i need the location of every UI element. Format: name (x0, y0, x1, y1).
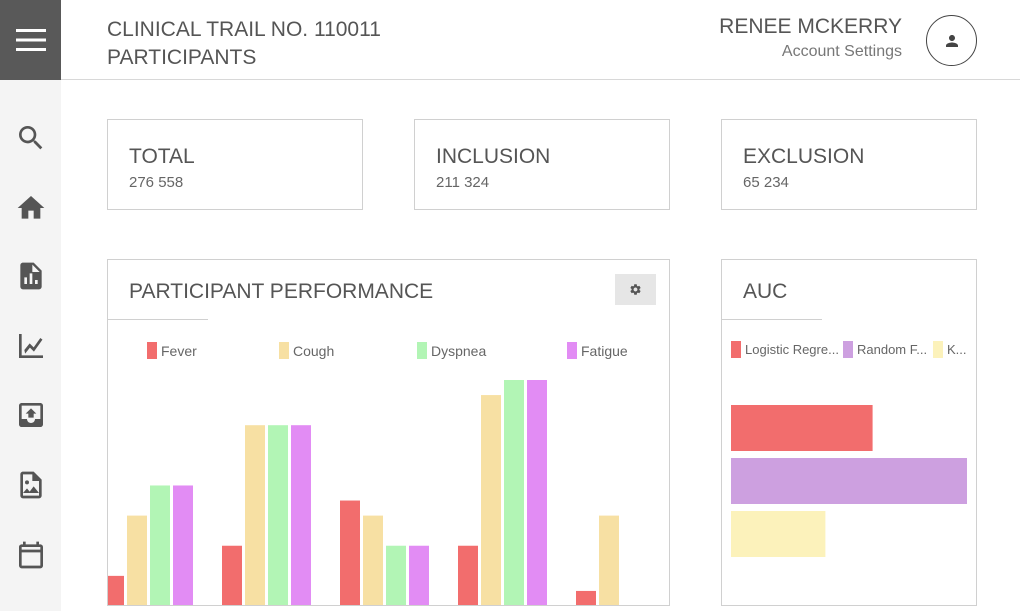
panel-title: PARTICIPANT PERFORMANCE (129, 280, 434, 303)
sidebar-home[interactable] (12, 189, 50, 227)
user-name: RENEE MCKERRY (719, 15, 902, 38)
bar-cough-4 (599, 515, 619, 605)
sidebar-reports[interactable] (12, 257, 50, 295)
performance-bar-chart (108, 380, 619, 605)
legend-swatch (417, 342, 427, 359)
bar-fever-3 (458, 545, 478, 605)
gear-icon (630, 284, 641, 295)
bar-cough-3 (481, 395, 501, 605)
sidebar-upload[interactable] (12, 396, 50, 434)
legend-label: Cough (293, 342, 335, 359)
legend-label: Fatigue (581, 342, 628, 359)
performance-panel: PARTICIPANT PERFORMANCE Fever Cough Dysp… (107, 259, 670, 606)
bar-cough-0 (127, 515, 147, 605)
page-title: CLINICAL TRAIL NO. 110011 PARTICIPANTS (107, 16, 381, 72)
image-file-icon (20, 471, 42, 499)
panel-divider (108, 319, 208, 320)
auc-panel: AUC Logistic Regre... Random F... K... (721, 259, 977, 606)
legend-dyspnea[interactable]: Dyspnea (417, 342, 486, 359)
legend-logistic-regression[interactable]: Logistic Regre... (731, 341, 839, 358)
legend-random-forest[interactable]: Random F... (843, 341, 927, 358)
auc-bar-1 (731, 458, 967, 504)
menu-button[interactable] (0, 0, 61, 80)
user-icon (945, 34, 958, 47)
sidebar-calendar[interactable] (12, 536, 50, 574)
auc-bar-2 (731, 511, 826, 557)
stat-card-total: TOTAL 276 558 (107, 119, 363, 210)
stat-value: 276 558 (129, 174, 184, 191)
top-bar: CLINICAL TRAIL NO. 110011 PARTICIPANTS R… (61, 0, 1020, 80)
stat-card-exclusion: EXCLUSION 65 234 (721, 119, 977, 210)
inbox-upload-icon (19, 403, 43, 427)
legend-swatch (731, 341, 741, 358)
stat-label: INCLUSION (436, 145, 551, 168)
legend-label: Random F... (857, 342, 928, 357)
legend-swatch (147, 342, 157, 359)
home-icon (17, 196, 45, 219)
calendar-icon (19, 541, 43, 569)
auc-bar-chart (731, 405, 967, 557)
stat-value: 65 234 (743, 174, 789, 191)
stat-value: 211 324 (436, 174, 490, 191)
account-settings-link[interactable]: Account Settings (781, 43, 902, 60)
legend-cough[interactable]: Cough (279, 342, 334, 359)
sidebar-search[interactable] (12, 119, 50, 157)
stat-label: EXCLUSION (743, 145, 865, 168)
legend-fever[interactable]: Fever (147, 342, 197, 359)
line-chart-icon (19, 334, 43, 358)
legend-label: Dyspnea (431, 342, 487, 359)
legend-fatigue[interactable]: Fatigue (567, 342, 628, 359)
bar-dyspnea-0 (150, 485, 170, 605)
bar-fever-4 (576, 590, 596, 605)
sidebar-analytics[interactable] (12, 327, 50, 365)
auc-bar-0 (731, 405, 873, 451)
legend-swatch (843, 341, 853, 358)
panel-title: AUC (743, 280, 788, 303)
legend-swatch (279, 342, 289, 359)
bar-fever-0 (108, 575, 124, 605)
avatar[interactable] (926, 15, 977, 66)
bar-dyspnea-1 (268, 425, 288, 605)
bar-dyspnea-3 (504, 380, 524, 605)
stat-label: TOTAL (129, 145, 195, 168)
page-title-line1: CLINICAL TRAIL NO. 110011 (107, 18, 381, 41)
legend-label: Fever (161, 342, 197, 359)
bar-fever-1 (222, 545, 242, 605)
bar-fatigue-2 (409, 545, 429, 605)
legend-k[interactable]: K... (933, 341, 967, 358)
search-icon (19, 126, 43, 150)
menu-icon (15, 29, 46, 51)
bar-fatigue-3 (527, 380, 547, 605)
bar-fatigue-0 (173, 485, 193, 605)
page-title-line2: PARTICIPANTS (107, 46, 257, 69)
sidebar (0, 0, 61, 611)
bar-cough-1 (245, 425, 265, 605)
report-icon (20, 262, 42, 290)
sidebar-images[interactable] (12, 466, 50, 504)
legend-label: Logistic Regre... (745, 342, 839, 357)
bar-fever-2 (340, 500, 360, 605)
bar-fatigue-1 (291, 425, 311, 605)
bar-dyspnea-2 (386, 545, 406, 605)
bar-cough-2 (363, 515, 383, 605)
settings-button[interactable] (615, 274, 656, 305)
stat-card-inclusion: INCLUSION 211 324 (414, 119, 670, 210)
panel-divider (722, 319, 822, 320)
legend-label: K... (947, 342, 967, 357)
legend-swatch (933, 341, 943, 358)
legend-swatch (567, 342, 577, 359)
